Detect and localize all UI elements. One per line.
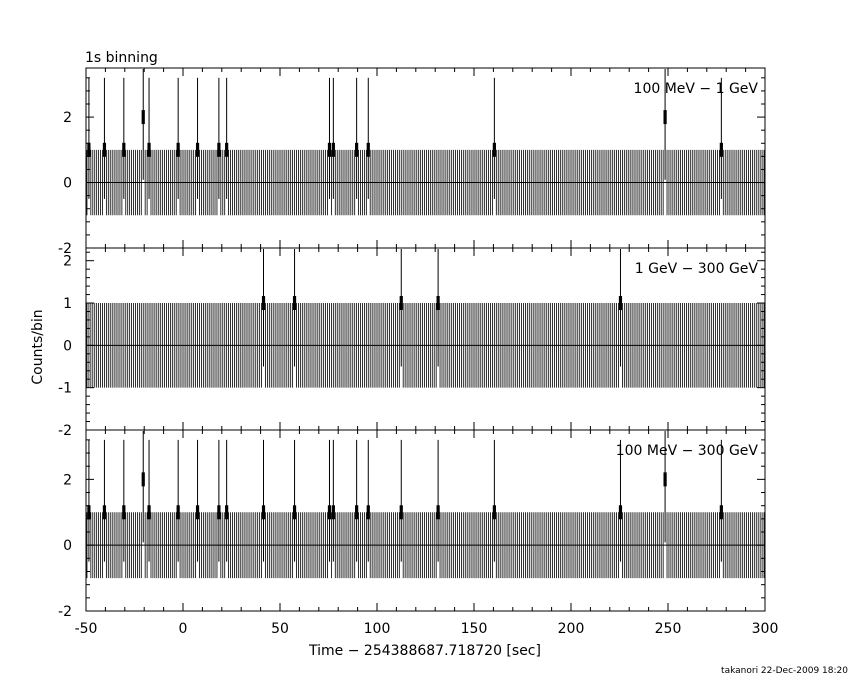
x-tick-label: 100 bbox=[364, 621, 391, 637]
panel-band-label: 1 GeV − 300 GeV bbox=[635, 261, 759, 277]
event-count-marker bbox=[141, 472, 145, 487]
event-count-marker bbox=[492, 142, 496, 157]
event-count-marker bbox=[618, 296, 623, 311]
x-tick-label: 150 bbox=[461, 621, 488, 637]
event-count-marker bbox=[663, 472, 667, 487]
event-count-marker bbox=[176, 505, 180, 520]
event-count-marker bbox=[436, 505, 440, 520]
y-tick-label: 2 bbox=[63, 254, 72, 270]
event-count-marker bbox=[217, 505, 221, 520]
event-count-marker bbox=[87, 142, 91, 157]
event-count-marker bbox=[399, 296, 403, 311]
panel-band-label: 100 MeV − 1 GeV bbox=[634, 81, 759, 97]
event-count-marker bbox=[618, 505, 623, 520]
x-tick-label: 250 bbox=[655, 621, 682, 637]
event-count-marker bbox=[122, 142, 126, 157]
event-count-marker bbox=[719, 505, 723, 520]
event-count-marker bbox=[366, 142, 370, 157]
chart-title: 1s binning bbox=[85, 50, 158, 66]
panel-band-label: 100 MeV − 300 GeV bbox=[616, 443, 759, 459]
panel-2: -2 -1 0 1 2 1 GeV − 300 GeV bbox=[58, 247, 766, 439]
event-count-marker bbox=[217, 142, 221, 157]
panel-frame bbox=[85, 429, 766, 612]
x-tick-label: -50 bbox=[75, 621, 98, 637]
event-count-marker bbox=[399, 505, 403, 520]
x-tick-label: 0 bbox=[179, 621, 188, 637]
event-count-marker bbox=[147, 505, 151, 520]
y-tick-label: 1 bbox=[63, 296, 72, 312]
y-tick-label: -2 bbox=[58, 423, 72, 439]
event-count-marker bbox=[102, 505, 107, 520]
event-count-marker bbox=[355, 505, 359, 520]
event-count-marker bbox=[122, 505, 126, 520]
event-count-marker bbox=[492, 505, 496, 520]
event-count-marker bbox=[261, 296, 266, 311]
event-count-marker bbox=[292, 296, 297, 311]
y-tick-label: -2 bbox=[58, 241, 72, 257]
y-tick-label: 2 bbox=[63, 110, 72, 126]
event-count-marker bbox=[87, 505, 91, 520]
panels: -2 0 2 100 MeV − 1 GeV -2 -1 0 1 2 1 GeV − 300 Ge… bbox=[58, 67, 766, 620]
event-count-marker bbox=[436, 296, 440, 311]
y-tick-label: 0 bbox=[63, 338, 72, 354]
event-count-marker bbox=[147, 142, 151, 157]
event-count-marker bbox=[327, 142, 332, 157]
y-tick-label: 2 bbox=[63, 472, 72, 488]
y-tick-label: 0 bbox=[63, 538, 72, 554]
event-count-marker bbox=[292, 505, 297, 520]
event-count-marker bbox=[102, 142, 107, 157]
event-count-marker bbox=[331, 505, 335, 520]
event-count-marker bbox=[366, 505, 370, 520]
event-count-marker bbox=[663, 110, 667, 125]
panel-3: -2 0 2 100 MeV − 300 GeV bbox=[58, 429, 766, 620]
event-count-marker bbox=[261, 505, 266, 520]
footer-stamp: takanori 22-Dec-2009 18:20 bbox=[721, 666, 848, 676]
x-tick-label: 200 bbox=[558, 621, 585, 637]
event-count-marker bbox=[195, 505, 200, 520]
event-count-marker bbox=[141, 110, 145, 125]
x-axis-label: Time − 254388687.718720 [sec] bbox=[308, 643, 541, 659]
y-axis-label: Counts/bin bbox=[30, 309, 46, 384]
y-tick-label: -2 bbox=[58, 604, 72, 620]
panel-1: -2 0 2 100 MeV − 1 GeV bbox=[58, 67, 766, 257]
event-count-marker bbox=[331, 142, 335, 157]
y-tick-label: -1 bbox=[58, 381, 72, 397]
y-tick-label: 0 bbox=[63, 176, 72, 192]
event-count-marker bbox=[355, 142, 359, 157]
event-count-marker bbox=[719, 142, 723, 157]
event-count-marker bbox=[195, 142, 200, 157]
event-count-marker bbox=[176, 142, 180, 157]
event-count-marker bbox=[327, 505, 332, 520]
x-axis: -50 0 50 100 150 200 250 300 bbox=[75, 621, 779, 637]
event-count-marker bbox=[225, 142, 229, 157]
x-tick-label: 50 bbox=[271, 621, 289, 637]
x-tick-label: 300 bbox=[752, 621, 779, 637]
event-count-marker bbox=[225, 505, 229, 520]
